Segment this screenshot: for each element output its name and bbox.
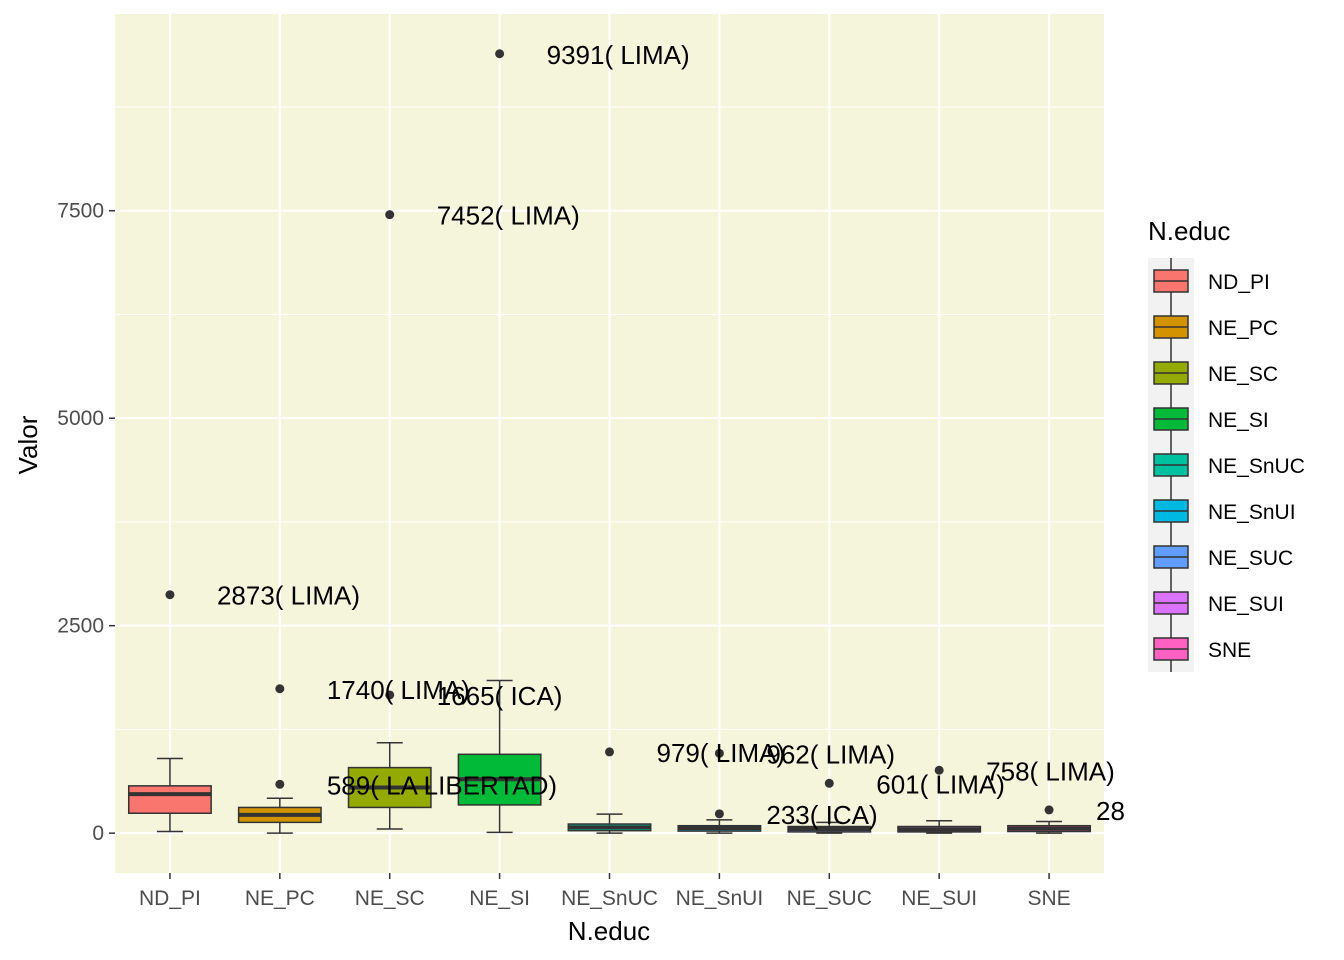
legend-label: NE_SnUC xyxy=(1208,455,1305,478)
outlier-label: 28 xyxy=(1096,796,1125,826)
legend-label: NE_SC xyxy=(1208,363,1278,386)
outlier-point xyxy=(385,690,395,700)
box-NE_PC xyxy=(237,797,322,834)
legend-label: NE_SUC xyxy=(1208,547,1293,570)
box-NE_SI xyxy=(457,679,542,834)
x-tick-label: NE_SnUC xyxy=(561,887,658,910)
outlier-point xyxy=(275,684,285,694)
outlier-point xyxy=(934,765,944,775)
legend-entry-ND_PI: ND_PI xyxy=(1153,258,1270,304)
outlier-label: 233( ICA) xyxy=(766,800,877,830)
legend-entry-NE_PC: NE_PC xyxy=(1153,304,1278,350)
outlier-point xyxy=(714,748,724,758)
legend-entry-NE_SUI: NE_SUI xyxy=(1153,580,1284,626)
legend-label: ND_PI xyxy=(1208,271,1270,294)
outlier-label: 7452( LIMA) xyxy=(437,201,580,231)
outlier-point xyxy=(605,747,614,757)
legend-entry-NE_SnUC: NE_SnUC xyxy=(1153,442,1305,488)
outlier-label: 1665( ICA) xyxy=(437,681,563,711)
outlier-layer xyxy=(165,49,1054,819)
legend-label: SNE xyxy=(1208,639,1251,662)
x-axis-title: N.educ xyxy=(568,916,650,946)
outlier-point xyxy=(165,590,175,600)
outlier-point xyxy=(495,49,505,59)
legend-entry-NE_SI: NE_SI xyxy=(1153,396,1269,442)
box-ND_PI xyxy=(127,757,212,833)
box-body xyxy=(127,785,212,814)
outlier-point xyxy=(275,779,285,789)
box-NE_SnUI xyxy=(677,819,762,834)
box-NE_SUI xyxy=(897,819,982,834)
legend-label: NE_SUI xyxy=(1208,593,1284,616)
box-NE_SUC xyxy=(787,821,872,834)
outlier-label: 601( LIMA) xyxy=(876,769,1005,799)
legend: N.educ ND_PI NE_PC NE_SC NE_SI NE_SnUC NE_SnU… xyxy=(1148,216,1305,672)
x-tick-label: NE_SnUI xyxy=(676,887,764,910)
outlier-label: 589( LA LIBERTAD) xyxy=(327,770,557,800)
y-tick-label: 5000 xyxy=(57,407,104,430)
outlier-point xyxy=(714,809,724,819)
box-series xyxy=(127,679,1092,834)
legend-title: N.educ xyxy=(1148,216,1230,246)
x-tick-label: SNE xyxy=(1027,887,1070,910)
y-axis: 0 2500 5000 7500 xyxy=(57,200,115,845)
annotation-layer: 2873( LIMA) 1740( LIMA) 589( LA LIBERTAD) 7… xyxy=(217,40,1125,830)
legend-label: NE_PC xyxy=(1208,317,1278,340)
outlier-label: 1740( LIMA) xyxy=(327,675,470,705)
y-axis-title: Valor xyxy=(13,415,43,474)
legend-label: NE_SnUI xyxy=(1208,501,1296,524)
x-tick-label: NE_SI xyxy=(469,887,530,910)
plot-panel xyxy=(115,14,1104,873)
outlier-label: 962( LIMA) xyxy=(766,739,895,769)
x-tick-label: NE_SUI xyxy=(901,887,977,910)
box-NE_SnUC xyxy=(567,813,652,834)
outlier-label: 979( LIMA) xyxy=(657,738,786,768)
x-axis: ND_PI NE_PC NE_SC NE_SI NE_SnUC NE_SnUI NE_SUC… xyxy=(139,873,1071,910)
x-tick-label: NE_PC xyxy=(245,887,315,910)
legend-entry-NE_SUC: NE_SUC xyxy=(1153,534,1293,580)
x-tick-label: NE_SC xyxy=(355,887,425,910)
x-tick-label: ND_PI xyxy=(139,887,201,910)
y-tick-label: 0 xyxy=(92,822,104,845)
outlier-point xyxy=(1044,805,1054,815)
box-SNE xyxy=(1007,820,1092,834)
outlier-label: 758( LIMA) xyxy=(986,756,1115,786)
legend-entry-NE_SC: NE_SC xyxy=(1153,350,1278,396)
y-tick-label: 7500 xyxy=(57,200,104,223)
outlier-label: 2873( LIMA) xyxy=(217,581,360,611)
box-NE_SC xyxy=(347,741,432,830)
x-tick-label: NE_SUC xyxy=(787,887,872,910)
outlier-point xyxy=(385,210,395,220)
legend-entry-NE_SnUI: NE_SnUI xyxy=(1153,488,1296,534)
legend-label: NE_SI xyxy=(1208,409,1269,432)
outlier-label: 9391( LIMA) xyxy=(547,40,690,70)
legend-entry-SNE: SNE xyxy=(1153,626,1251,672)
outlier-point xyxy=(824,778,834,788)
y-tick-label: 2500 xyxy=(57,615,104,638)
